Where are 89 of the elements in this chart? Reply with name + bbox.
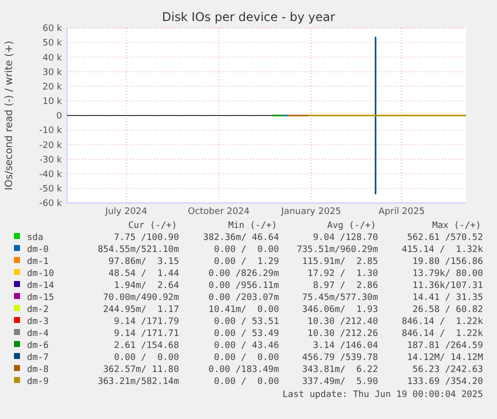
y-tick-label: -30 k xyxy=(39,155,63,166)
text: 346.06m/ 1.93 xyxy=(302,305,378,315)
text: 9.14 /171.79 xyxy=(114,317,179,327)
text: Min (-/+) xyxy=(228,221,277,231)
y-tick-label: 40 k xyxy=(42,53,63,64)
text: 48.54 / 1.44 xyxy=(108,269,179,279)
text: 244.95m/ 1.17 xyxy=(103,305,179,315)
text: 0.00 /956.11m xyxy=(208,281,279,291)
text: 13.79k/ 80.00 xyxy=(412,269,483,279)
text: 0.00 / 0.00 xyxy=(114,353,179,363)
text: 9.14 /171.71 xyxy=(114,329,179,339)
legend-label: dm-1 xyxy=(27,257,49,267)
text: 456.79 /539.78 xyxy=(302,353,378,363)
text: 0.00 / 0.00 xyxy=(214,353,279,363)
y-tick-label: -60 k xyxy=(39,199,63,210)
x-tick-label: October 2024 xyxy=(188,207,250,217)
text: 26.58 / 60.82 xyxy=(412,305,483,315)
legend-label: dm-2 xyxy=(27,305,49,315)
text: 17.92 / 1.30 xyxy=(308,269,378,279)
text: 363.21m/582.14m xyxy=(98,377,179,387)
text: 14.41 / 31.35 xyxy=(412,293,483,303)
text: Avg (-/+) xyxy=(327,221,376,231)
legend-label: dm-3 xyxy=(27,317,49,327)
text: 343.81m/ 6.22 xyxy=(302,365,378,375)
y-tick-label: -10 k xyxy=(39,126,63,136)
text: Max (-/+) xyxy=(432,221,481,231)
y-tick-label: 30 k xyxy=(42,68,63,78)
text: 75.45m/577.30m xyxy=(302,293,378,303)
y-tick-label: -20 k xyxy=(39,140,63,151)
x-tick-label: January 2025 xyxy=(280,207,342,217)
text: Last update: Thu Jun 19 00:00:04 2025 xyxy=(282,390,483,400)
text: 337.49m/ 5.90 xyxy=(302,377,378,387)
text: 9.04 /128.70 xyxy=(312,233,378,243)
text: 3.14 /146.04 xyxy=(312,341,378,351)
text: 8.97 / 2.86 xyxy=(312,281,378,291)
text: 0.00 /203.07m xyxy=(208,293,279,303)
legend-label: dm-0 xyxy=(27,245,49,255)
text: 187.81 /264.59 xyxy=(407,341,483,351)
text: 14.12M/ 14.12M xyxy=(407,353,484,363)
text: 19.80 /156.86 xyxy=(412,257,483,267)
y-tick-label: -40 k xyxy=(39,170,63,180)
text: 11.36k/107.31 xyxy=(412,281,483,291)
text: 0.00 / 0.00 xyxy=(214,377,279,387)
y-tick-label: 0 xyxy=(56,112,62,122)
text: 10.41m/ 0.00 xyxy=(208,305,279,315)
text: 10.30 /212.26 xyxy=(308,329,378,339)
text: 2.61 /154.68 xyxy=(114,341,179,351)
text: 115.91m/ 2.85 xyxy=(302,257,378,267)
text: 56.23 /242.63 xyxy=(412,365,483,375)
text: Cur (-/+) xyxy=(128,221,177,231)
text: 0.00 / 53.49 xyxy=(214,329,279,339)
text: 846.14 / 1.22k xyxy=(402,317,484,327)
y-tick-label: 60 k xyxy=(42,24,63,34)
legend-label: dm-15 xyxy=(27,293,54,303)
legend-label: dm-9 xyxy=(27,377,49,387)
y-tick-label: -50 k xyxy=(39,184,63,195)
text: 0.00 / 0.00 xyxy=(214,245,279,255)
text: 382.36m/ 46.64 xyxy=(203,233,279,243)
text: 846.14 / 1.22k xyxy=(402,329,484,339)
text: 362.57m/ 11.80 xyxy=(103,365,179,375)
legend-label: sda xyxy=(27,233,44,243)
legend-label: dm-8 xyxy=(27,365,49,375)
text: 0.00 /826.29m xyxy=(208,269,279,279)
y-tick-label: 20 k xyxy=(42,82,63,92)
text: 70.00m/490.92m xyxy=(103,293,179,303)
text: 1.94m/ 2.64 xyxy=(114,281,179,291)
y-tick-label: 50 k xyxy=(42,38,63,49)
text: 415.14 / 1.32k xyxy=(402,245,484,255)
text: 10.30 /212.40 xyxy=(308,317,378,327)
text: 133.69 /354.20 xyxy=(407,377,483,387)
y-axis-title: IOs/second read (-) / write (+) xyxy=(4,40,15,190)
text: 0.00 / 1.29 xyxy=(214,257,279,267)
text: 0.00 / 43.46 xyxy=(214,341,279,351)
text: 7.75 /100.90 xyxy=(114,233,179,243)
x-tick-label: July 2024 xyxy=(104,207,148,217)
legend-label: dm-4 xyxy=(27,329,49,339)
legend-label: dm-14 xyxy=(27,281,54,291)
text: 735.51m/960.29m xyxy=(296,245,378,255)
text: 0.00 /183.49m xyxy=(208,365,279,375)
legend-label: dm-6 xyxy=(27,341,49,351)
text: 0.00 / 53.51 xyxy=(214,317,279,327)
text: 562.61 /570.52 xyxy=(407,233,483,243)
legend-label: dm-10 xyxy=(27,269,54,279)
text: 854.55m/521.10m xyxy=(98,245,179,255)
text: 97.86m/ 3.15 xyxy=(108,257,179,267)
chart-title: Disk IOs per device - by year xyxy=(162,10,336,24)
legend-label: dm-7 xyxy=(27,353,49,363)
y-tick-label: 10 k xyxy=(42,97,63,108)
x-tick-label: April 2025 xyxy=(378,207,425,217)
